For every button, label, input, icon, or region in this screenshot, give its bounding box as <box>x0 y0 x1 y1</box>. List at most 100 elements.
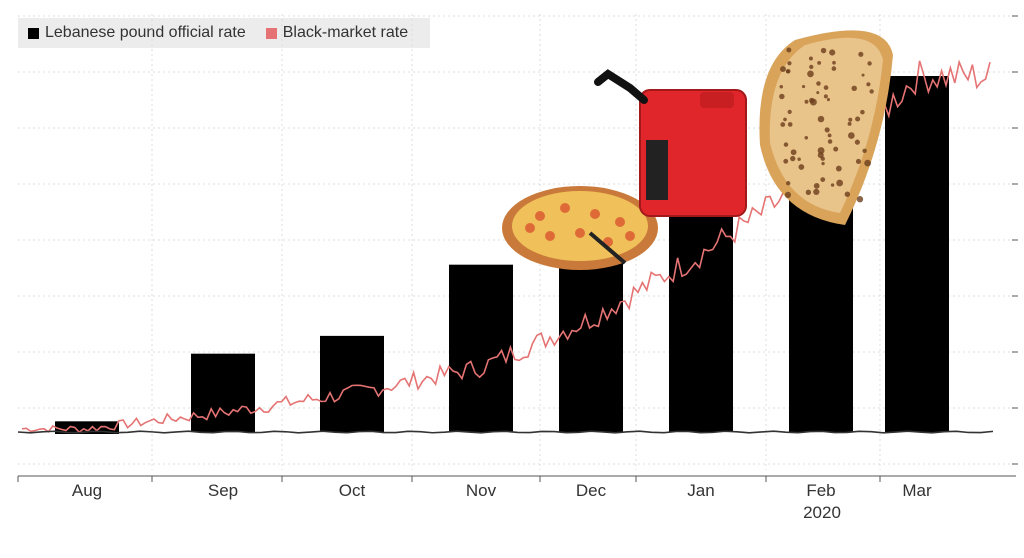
pizza-sauce-spot <box>590 209 600 219</box>
bar-sep <box>191 353 255 432</box>
pizza-sauce-spot <box>545 231 555 241</box>
flatbread-char-spot <box>780 122 786 127</box>
flatbread-char-spot <box>844 191 851 197</box>
flatbread-image <box>759 30 893 225</box>
bar-oct <box>320 335 384 432</box>
flatbread-char-spot <box>848 132 855 139</box>
legend-label-official: Lebanese pound official rate <box>45 24 246 41</box>
flatbread-char-spot <box>805 189 812 196</box>
flatbread-char-spot <box>827 139 833 144</box>
flatbread-top <box>769 37 883 214</box>
legend-item-official: Lebanese pound official rate <box>28 24 246 42</box>
flatbread-char-spot <box>779 93 785 100</box>
flatbread-char-spot <box>813 183 820 189</box>
flatbread-char-spot <box>790 155 796 162</box>
flatbread-char-spot <box>832 60 836 65</box>
flatbread-char-spot <box>831 66 837 71</box>
flatbread-char-spot <box>785 69 790 74</box>
flatbread-char-spot <box>829 49 836 56</box>
flatbread-char-spot <box>826 98 831 102</box>
legend: Lebanese pound official rate Black-marke… <box>18 18 430 48</box>
flatbread-char-spot <box>817 60 822 65</box>
flatbread-char-spot <box>835 165 842 172</box>
flatbread-char-spot <box>856 196 864 203</box>
bars <box>55 76 949 434</box>
flatbread-char-spot <box>787 109 792 115</box>
flatbread-char-spot <box>807 70 814 78</box>
flatbread-char-spot <box>820 177 826 182</box>
flatbread-char-spot <box>858 51 864 57</box>
flatbread-char-spot <box>779 85 784 89</box>
legend-label-black-market: Black-market rate <box>282 24 409 41</box>
x-tick-label-mar: Mar <box>902 481 932 500</box>
decorations <box>502 30 893 270</box>
x-tick-label-aug: Aug <box>72 481 102 500</box>
flatbread-char-spot <box>790 149 797 156</box>
pizza-cheese <box>512 191 648 261</box>
legend-item-black-market: Black-market rate <box>265 24 409 42</box>
flatbread-char-spot <box>798 164 805 170</box>
flatbread-char-spot <box>785 181 791 186</box>
pizza-sauce-spot <box>625 231 635 241</box>
flatbread-char-spot <box>867 61 872 66</box>
pizza-sauce-spot <box>535 211 545 221</box>
flatbread-char-spot <box>824 127 830 133</box>
flatbread-char-spot <box>816 81 821 86</box>
flatbread-char-spot <box>783 142 789 147</box>
pizza-sauce-spot <box>615 217 625 227</box>
legend-swatch-official <box>28 27 39 39</box>
flatbread-char-spot <box>801 84 806 89</box>
flatbread-char-spot <box>797 157 801 161</box>
x-tick-label-nov: Nov <box>466 481 497 500</box>
x-tick-label-feb: Feb <box>806 481 835 500</box>
flatbread-char-spot <box>847 121 852 126</box>
flatbread-char-spot <box>860 109 865 115</box>
pizza-cut <box>588 231 627 265</box>
flatbread-char-spot <box>787 61 792 66</box>
x-year-label: 2020 <box>803 503 841 522</box>
flatbread-char-spot <box>783 158 789 164</box>
flatbread-char-spot <box>823 85 829 90</box>
gas-can-label <box>646 140 668 200</box>
flatbread-char-spot <box>864 159 871 167</box>
legend-swatch-black-market <box>265 27 277 39</box>
pizza-sauce-spot <box>525 223 535 233</box>
flatbread-char-spot <box>866 82 871 87</box>
flatbread-char-spot <box>817 152 824 159</box>
flatbread-char-spot <box>816 91 820 95</box>
flatbread-char-spot <box>851 85 857 92</box>
x-axis: Aug Sep Oct Nov Dec Jan Feb Mar 2020 <box>17 475 1016 522</box>
flatbread-char-spot <box>836 179 844 187</box>
flatbread-char-spot <box>787 122 793 127</box>
flatbread-char-spot <box>809 98 817 106</box>
flatbread-char-spot <box>833 146 839 152</box>
bar-mar <box>885 76 949 432</box>
gas-can-handle <box>700 92 734 108</box>
flatbread-char-spot <box>780 66 786 73</box>
flatbread-char-spot <box>861 73 865 77</box>
flatbread-char-spot <box>855 158 862 165</box>
flatbread-char-spot <box>804 136 809 140</box>
flatbread-char-spot <box>821 161 825 166</box>
series-line-official <box>17 430 994 434</box>
flatbread-char-spot <box>820 47 827 54</box>
gas-can-spout <box>594 69 648 104</box>
flatbread-char-spot <box>823 94 828 99</box>
x-tick-label-dec: Dec <box>576 481 607 500</box>
pizza-sauce-spot <box>560 203 570 213</box>
flatbread-char-spot <box>784 191 792 198</box>
flatbread-char-spot <box>804 99 809 104</box>
flatbread-char-spot <box>855 116 861 122</box>
flatbread-char-spot <box>869 89 874 94</box>
flatbread-char-spot <box>817 115 825 123</box>
flatbread-char-spot <box>813 188 820 196</box>
x-tick-label-jan: Jan <box>687 481 714 500</box>
flatbread-char-spot <box>854 139 860 145</box>
flatbread-char-spot <box>783 117 787 122</box>
gas-can-outline <box>639 89 747 217</box>
x-tick-label-sep: Sep <box>208 481 238 500</box>
flatbread-char-spot <box>786 47 792 53</box>
bar-nov <box>449 264 513 432</box>
flatbread-char-spot <box>808 56 813 61</box>
